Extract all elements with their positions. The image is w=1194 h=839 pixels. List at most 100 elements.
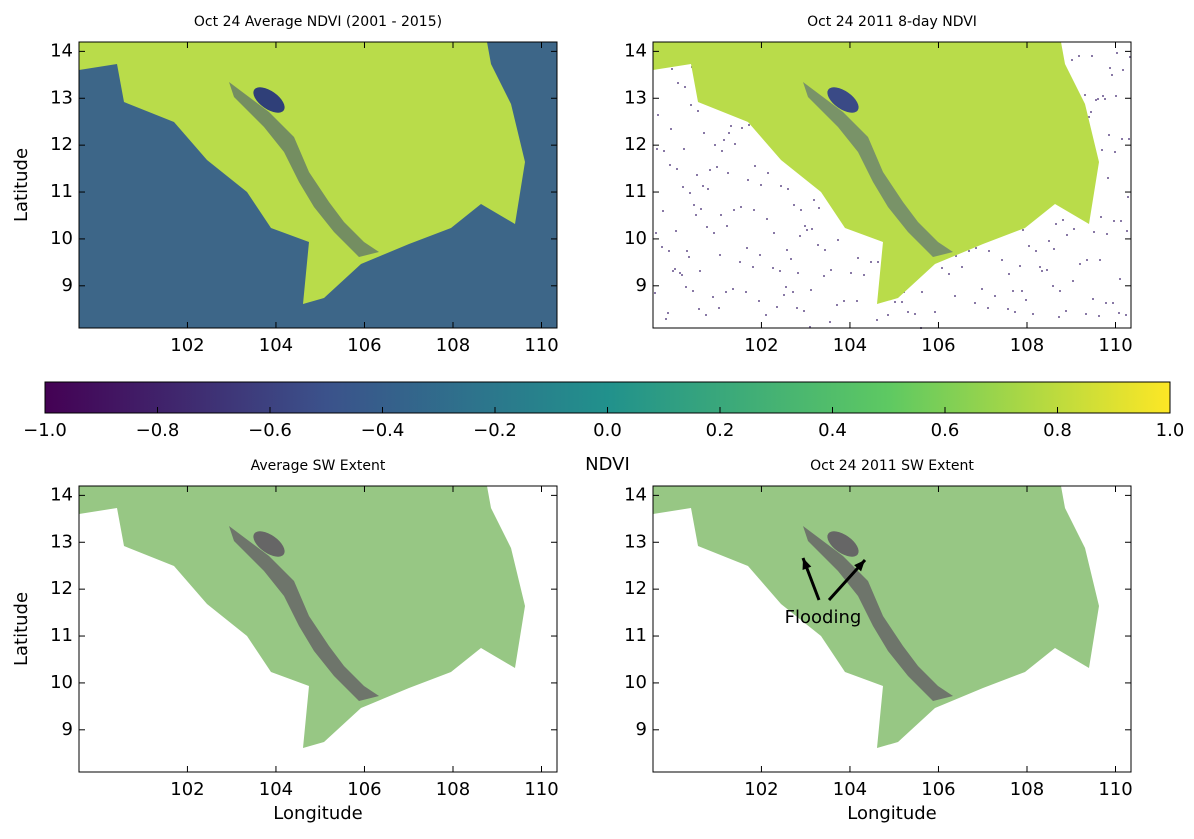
y-tick-label: 11 xyxy=(50,181,73,202)
speck xyxy=(1104,98,1106,100)
colorbar-tick-label: −1.0 xyxy=(23,420,67,441)
speck xyxy=(863,274,865,276)
y-tick-label: 14 xyxy=(624,484,647,505)
x-tick-label: 108 xyxy=(436,779,470,800)
speck xyxy=(714,144,716,146)
speck xyxy=(1095,99,1097,101)
speck xyxy=(698,308,700,310)
x-tick-label: 102 xyxy=(744,335,778,356)
speck xyxy=(759,254,761,256)
speck xyxy=(752,266,754,268)
speck xyxy=(657,114,659,116)
panel-title: Oct 24 Average NDVI (2001 - 2015) xyxy=(194,14,442,30)
speck xyxy=(706,226,708,228)
speck xyxy=(1041,270,1043,272)
speck xyxy=(665,318,667,320)
speck xyxy=(741,127,743,129)
speck xyxy=(672,270,674,272)
speck xyxy=(1111,74,1113,76)
x-tick-label: 102 xyxy=(170,335,204,356)
speck xyxy=(739,261,741,263)
speck xyxy=(1022,229,1024,231)
y-tick-label: 13 xyxy=(50,87,73,108)
y-tick-label: 12 xyxy=(624,134,647,155)
speck xyxy=(1120,220,1122,222)
speck xyxy=(803,310,805,312)
speck xyxy=(719,254,721,256)
y-tick-label: 12 xyxy=(624,578,647,599)
speck xyxy=(655,232,657,234)
speck xyxy=(1101,149,1103,151)
speck xyxy=(1107,177,1109,179)
speck xyxy=(674,268,676,270)
speck xyxy=(850,272,852,274)
speck xyxy=(779,270,781,272)
speck xyxy=(1055,223,1057,225)
speck xyxy=(780,185,782,187)
speck xyxy=(813,199,815,201)
speck xyxy=(656,148,658,150)
colorbar-label: NDVI xyxy=(585,454,630,475)
y-tick-label: 11 xyxy=(624,181,647,202)
speck xyxy=(786,249,788,251)
speck xyxy=(740,206,742,208)
speck xyxy=(941,267,943,269)
x-tick-label: 108 xyxy=(1010,335,1044,356)
speck xyxy=(748,124,750,126)
speck xyxy=(1048,240,1050,242)
annotation: Flooding xyxy=(785,607,862,628)
speck xyxy=(720,214,722,216)
speck xyxy=(988,250,990,252)
speck xyxy=(793,204,795,206)
x-tick-label: 108 xyxy=(436,335,470,356)
x-tick-label: 110 xyxy=(524,335,558,356)
speck xyxy=(1065,310,1067,312)
speck xyxy=(1092,298,1094,300)
colorbar-tick-label: −0.8 xyxy=(136,420,180,441)
speck xyxy=(690,104,692,106)
speck xyxy=(709,169,711,171)
speck xyxy=(682,186,684,188)
speck xyxy=(1079,263,1081,265)
speck xyxy=(1046,269,1048,271)
speck xyxy=(679,272,681,274)
speck xyxy=(684,86,686,88)
speck xyxy=(1090,111,1092,113)
speck xyxy=(1066,234,1068,236)
speck xyxy=(1001,259,1003,261)
speck xyxy=(688,256,690,258)
speck xyxy=(728,132,730,134)
y-tick-label: 13 xyxy=(50,531,73,552)
arrow-head xyxy=(854,560,865,572)
speck xyxy=(1099,259,1101,261)
speck xyxy=(1062,219,1064,221)
speck xyxy=(836,304,838,306)
speck xyxy=(968,250,970,252)
speck xyxy=(716,166,718,168)
speck xyxy=(870,261,872,263)
speck xyxy=(1078,55,1080,57)
speck xyxy=(713,232,715,234)
speck xyxy=(1085,313,1087,315)
speck xyxy=(1119,278,1121,280)
x-tick-label: 104 xyxy=(833,335,867,356)
speck xyxy=(783,294,785,296)
speck xyxy=(894,301,896,303)
speck xyxy=(1098,315,1100,317)
speck xyxy=(1021,290,1023,292)
y-axis-label: Latitude xyxy=(11,592,32,666)
speck xyxy=(697,110,699,112)
frame xyxy=(652,485,1132,773)
speck xyxy=(712,296,714,298)
speck xyxy=(1109,67,1111,69)
speck xyxy=(1093,231,1095,233)
speck xyxy=(824,249,826,251)
x-tick-label: 104 xyxy=(833,779,867,800)
speck xyxy=(1116,52,1118,54)
x-tick-label: 110 xyxy=(1098,779,1132,800)
x-tick-label: 110 xyxy=(524,779,558,800)
map-image xyxy=(79,42,557,328)
frame xyxy=(652,41,1132,329)
y-axis-label: Latitude xyxy=(11,148,32,222)
